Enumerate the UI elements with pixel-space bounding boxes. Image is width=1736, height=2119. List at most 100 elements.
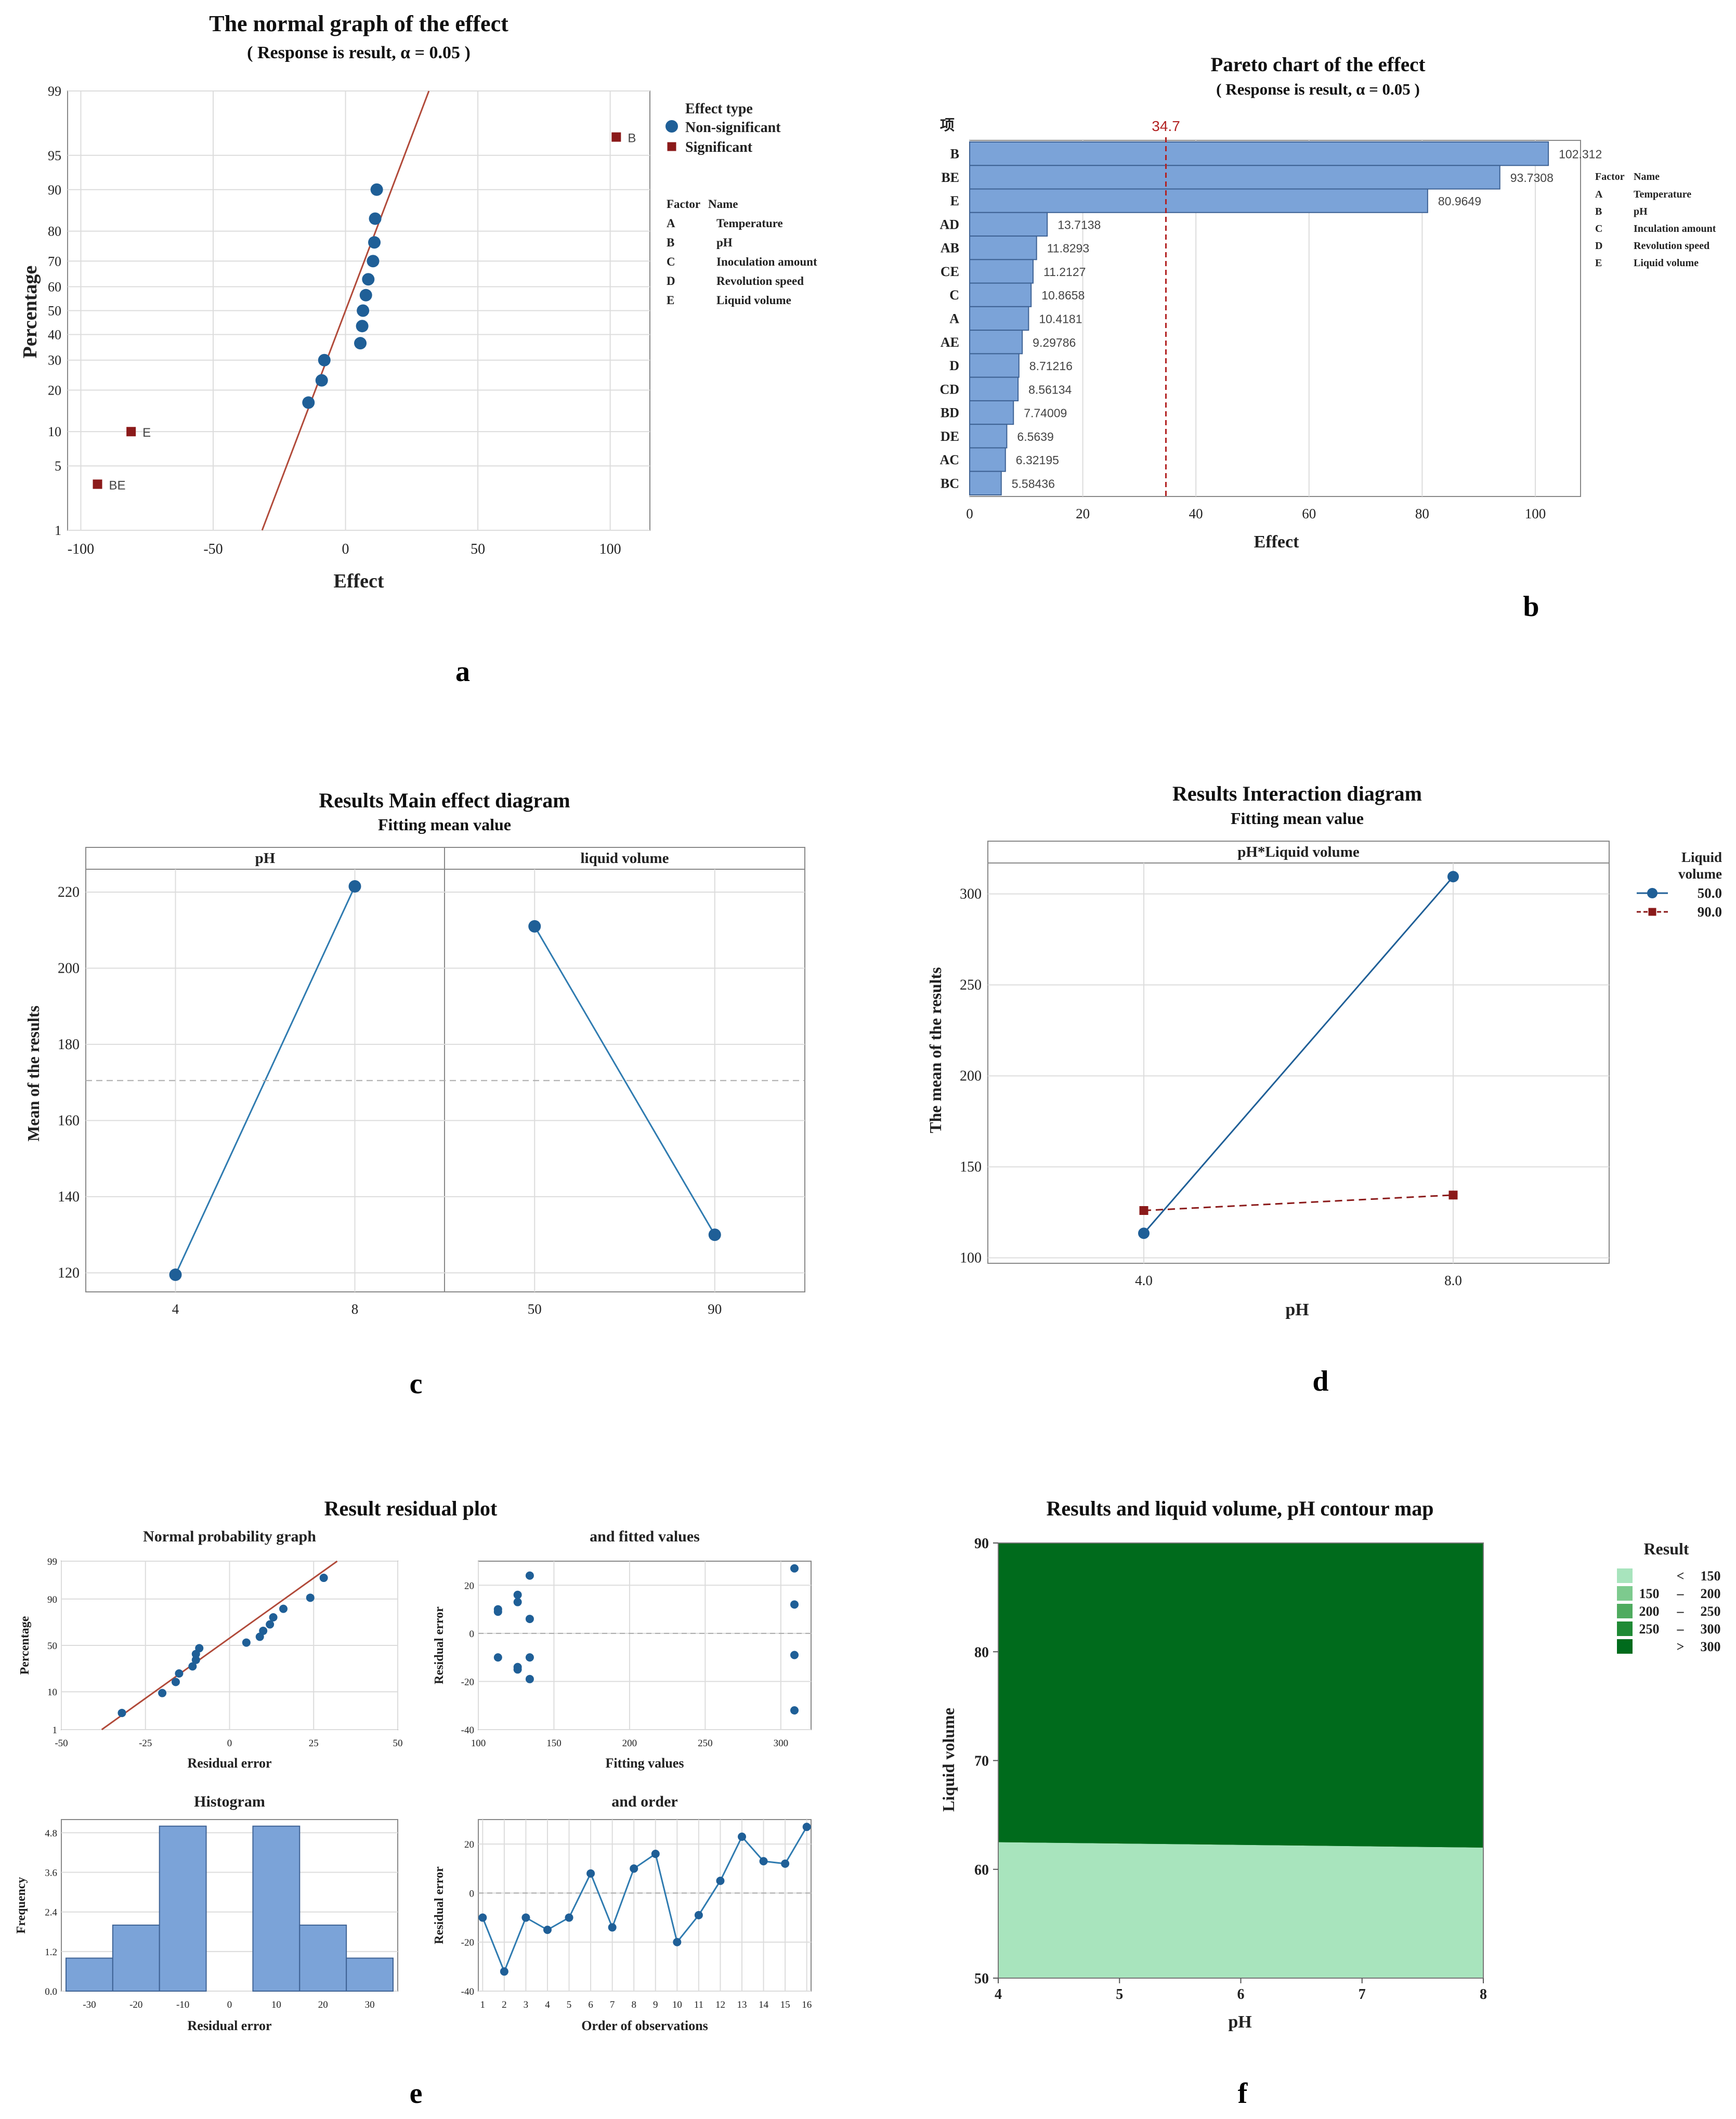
residual-point xyxy=(513,1665,522,1674)
x-tick-label-b: 20 xyxy=(1076,506,1090,521)
x-tick-label-e4: 2 xyxy=(502,1999,507,2010)
factor-code: A xyxy=(1595,189,1603,200)
y-tick-label-a: 40 xyxy=(48,328,61,343)
panel-label-d: d xyxy=(1312,1365,1328,1397)
y-tick-label-e2: 20 xyxy=(464,1580,474,1591)
chart-title-d: Results Interaction diagram xyxy=(1172,782,1422,805)
residual-point xyxy=(608,1923,617,1932)
y-tick-label-e3: 3.6 xyxy=(45,1868,57,1879)
significant-effect-label: BE xyxy=(109,478,126,492)
legend-label-nonsignificant: Non-significant xyxy=(685,120,781,136)
y-tick-label-e1: 90 xyxy=(47,1594,57,1605)
factor-name: Temperature xyxy=(1634,189,1691,200)
residual-point xyxy=(478,1913,487,1922)
pareto-bar xyxy=(969,212,1048,237)
x-tick-label-e2: 150 xyxy=(546,1738,562,1749)
category-label-b: A xyxy=(949,311,959,326)
x-tick-label-e4: 12 xyxy=(715,1999,725,2010)
y-tick-label-c: 180 xyxy=(58,1037,80,1053)
y-tick-label-d: 250 xyxy=(960,977,982,993)
category-label-b: AC xyxy=(939,452,959,467)
x-tick-label-f: 7 xyxy=(1359,1986,1366,2003)
y-tick-label-c: 140 xyxy=(58,1189,80,1205)
x-tick-label-e3: 10 xyxy=(271,1999,281,2010)
x-tick-label-e3: 30 xyxy=(365,1999,375,2010)
residual-point xyxy=(306,1593,315,1602)
residual-point xyxy=(191,1655,200,1664)
legend-title-a: Effect type xyxy=(685,101,753,117)
residual-point xyxy=(651,1850,660,1858)
factor-code: B xyxy=(1595,206,1602,217)
factor-code: C xyxy=(1595,223,1602,234)
bar-value-label: 9.29786 xyxy=(1033,336,1076,349)
legend-swatch-f xyxy=(1617,1639,1633,1654)
residual-point xyxy=(513,1590,522,1599)
residual-point xyxy=(493,1653,502,1662)
category-label-b: E xyxy=(950,193,959,208)
x-tick-label-e4: 14 xyxy=(759,1999,769,2010)
pareto-bar xyxy=(969,353,1020,378)
x-tick-label-e4: 6 xyxy=(588,1999,593,2010)
x-tick-label-e1: 25 xyxy=(309,1738,319,1749)
x-tick-label-e1: 0 xyxy=(227,1738,232,1749)
plot-frame-e4 xyxy=(478,1819,812,1992)
x-axis-label-e4: Order of observations xyxy=(581,2018,708,2033)
bar-value-label: 6.5639 xyxy=(1017,430,1053,443)
x-tick-label-e4: 9 xyxy=(653,1999,658,2010)
residual-point xyxy=(195,1644,204,1653)
factor-name: Liquid volume xyxy=(716,294,791,307)
threshold-label: 34.7 xyxy=(1152,118,1180,134)
y-tick-label-c: 220 xyxy=(58,884,80,900)
bar-value-label: 93.7308 xyxy=(1510,171,1554,185)
y-tick-label-f: 70 xyxy=(974,1754,989,1770)
y-tick-label-a: 1 xyxy=(55,523,61,538)
x-tick-label-e3: -20 xyxy=(129,1999,142,2010)
x-tick-label-e4: 10 xyxy=(672,1999,682,2010)
histogram-bar xyxy=(252,1825,301,1992)
x-tick-label-c: 4 xyxy=(172,1301,179,1317)
chart-subtitle-b: ( Response is result, α = 0.05 ) xyxy=(1216,80,1420,98)
subplot-title-e4: and order xyxy=(611,1793,678,1810)
factor-code: A xyxy=(667,217,675,230)
x-axis-label-e3: Residual error xyxy=(188,2018,272,2033)
subplot-title-e2: and fitted values xyxy=(590,1528,700,1545)
y-tick-label-e1: 99 xyxy=(47,1556,57,1567)
panel-label-f: f xyxy=(1238,2077,1248,2110)
residual-point xyxy=(525,1571,534,1580)
x-tick-label-e1: -50 xyxy=(55,1738,68,1749)
legend-range-high: 300 xyxy=(1701,1621,1721,1637)
residual-point xyxy=(790,1600,799,1609)
x-tick-label-d: 8.0 xyxy=(1444,1273,1462,1288)
significant-effect-point xyxy=(93,479,102,489)
category-label-b: CE xyxy=(941,264,959,279)
contour-band xyxy=(998,1543,1483,1978)
y-tick-label-f: 90 xyxy=(974,1536,989,1552)
residual-point xyxy=(188,1662,197,1671)
legend-marker-nonsignificant xyxy=(665,120,678,133)
residual-point xyxy=(781,1859,790,1868)
main-effect-point xyxy=(348,880,361,893)
x-tick-label-d: 4.0 xyxy=(1135,1273,1153,1288)
x-tick-label-b: 40 xyxy=(1189,506,1203,521)
y-tick-label-a: 10 xyxy=(48,424,61,439)
residual-point xyxy=(259,1627,268,1636)
x-axis-label-d: pH xyxy=(1285,1300,1309,1319)
legend-label-d: 90.0 xyxy=(1698,904,1722,920)
x-tick-label-b: 0 xyxy=(966,506,973,521)
y-tick-label-e4: 20 xyxy=(464,1839,474,1850)
interaction-line xyxy=(1143,876,1454,1234)
y-tick-label-c: 160 xyxy=(58,1113,80,1129)
category-label-b: CD xyxy=(939,382,959,397)
x-tick-label-a: 100 xyxy=(599,541,621,557)
y-tick-label-f: 60 xyxy=(974,1862,989,1878)
category-label-b: AE xyxy=(941,335,959,350)
y-tick-label-e4: 0 xyxy=(469,1888,475,1899)
category-label-b: B xyxy=(950,147,959,162)
x-tick-label-e4: 15 xyxy=(780,1999,790,2010)
effect-point xyxy=(318,354,331,367)
significant-effect-label: E xyxy=(142,426,151,440)
y-tick-label-a: 20 xyxy=(48,383,61,398)
effect-point xyxy=(367,255,380,268)
y-tick-label-f: 80 xyxy=(974,1644,989,1660)
